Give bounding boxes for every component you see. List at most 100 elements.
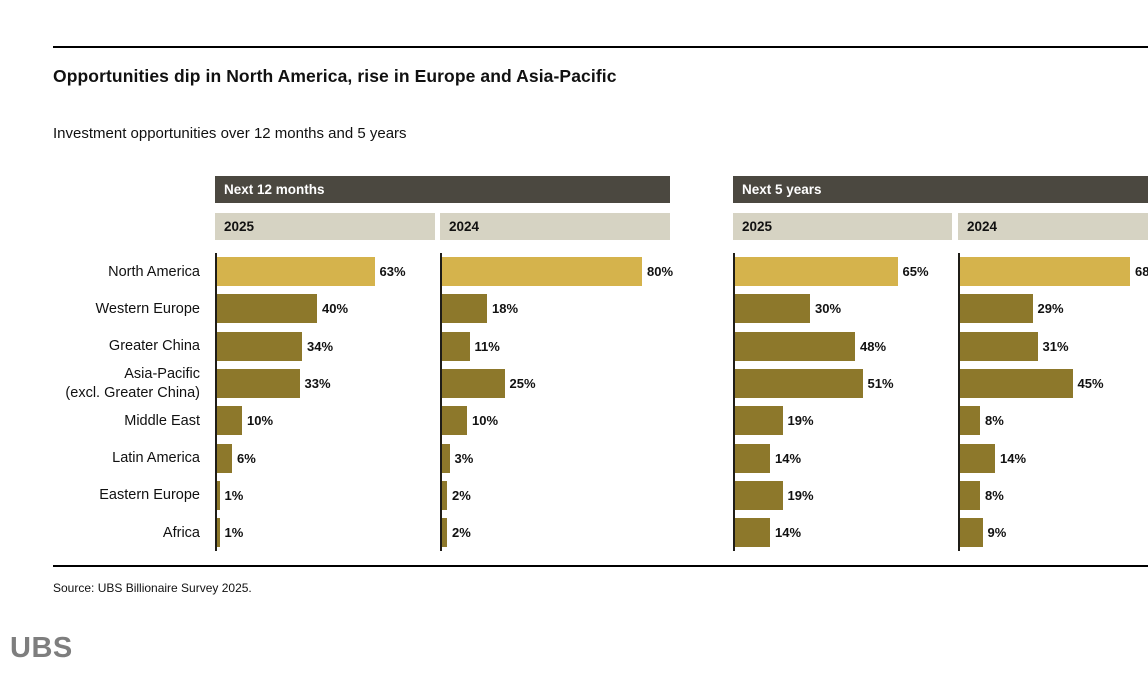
category-label: Asia-Pacific (excl. Greater China) [65,366,200,401]
bar-value-label: 1% [224,487,244,503]
bar [217,518,220,548]
chart-subtitle: Investment opportunities over 12 months … [53,125,407,142]
bar-value-label: 6% [237,450,256,466]
bar-value-label: 33% [304,376,331,392]
category-label: Eastern Europe [99,487,200,504]
bar [960,443,995,473]
category-label: Greater China [108,338,200,355]
bar [442,480,447,510]
bar [442,257,642,287]
bar [960,369,1073,399]
series-header-12m-2025: 2025 [215,213,435,240]
bar [442,294,487,324]
category-labels: North America Western Europe Greater China… [0,253,200,551]
source-note: Source: UBS Billionaire Survey 2025. [53,581,252,595]
bar-value-label: 40% [322,301,349,317]
bottom-rule [53,565,1148,567]
bar [960,257,1130,287]
bar-column-next-5-years-2025: 65% 30% 48% 51% 19% 14% 19% 14% [733,253,954,552]
series-header-5y-2025: 2025 [733,213,952,240]
bar-value-label: 45% [1077,376,1104,392]
bar-value-label: 25% [509,376,536,392]
bar [442,443,450,473]
bar [735,443,770,473]
bar-row: 30% [735,290,954,327]
bar [735,294,810,324]
bar [735,518,770,548]
bar [960,406,980,436]
series-header-12m-2024: 2024 [440,213,670,240]
bar-value-label: 14% [775,450,802,466]
bar-row: 8% [960,477,1148,514]
bar-row: 40% [217,290,437,327]
bar-value-label: 8% [985,413,1004,429]
bar-value-label: 3% [454,450,474,466]
bar-value-label: 14% [1000,450,1027,466]
bar-value-label: 18% [492,301,519,317]
bar-value-label: 63% [379,264,406,280]
bar [735,480,783,510]
bar-row: 34% [217,328,437,365]
bar-row: 45% [960,365,1148,402]
bar [442,331,470,361]
bar [217,294,317,324]
bar-row: 51% [735,365,954,402]
bar-row: 1% [217,477,437,514]
bar [442,406,467,436]
bar-value-label: 10% [472,413,499,429]
bar-row: 65% [735,253,954,290]
category-label: Western Europe [95,300,200,317]
bar [960,518,983,548]
bar-row: 10% [217,402,437,439]
bar-row: 33% [217,365,437,402]
bar-value-label: 10% [247,413,274,429]
bar-value-label: 9% [987,525,1007,541]
bar-row: 14% [735,514,954,551]
bar-value-label: 1% [224,525,244,541]
bar-row: 3% [442,439,672,476]
bar [217,406,242,436]
group-header-next-5-years: Next 5 years [733,176,1148,203]
bar-row: 19% [735,402,954,439]
bar [960,480,980,510]
bar-value-label: 65% [902,264,929,280]
bar [735,257,898,287]
bar [442,369,505,399]
bar-row: 2% [442,514,672,551]
bar [217,257,375,287]
bar-column-next-12-months-2024: 80% 18% 11% 25% 10% 3% 2% 2% [440,253,673,552]
bar-value-label: 8% [985,487,1004,503]
bar-row: 63% [217,253,437,290]
bar-value-label: 14% [775,525,802,541]
bar-row: 29% [960,290,1148,327]
bar-value-label: 30% [815,301,842,317]
bar-row: 48% [735,328,954,365]
bar-row: 14% [735,439,954,476]
bar-row: 11% [442,328,672,365]
bar-value-label: 2% [452,525,471,541]
bar-row: 31% [960,328,1148,365]
bar-row: 25% [442,365,672,402]
bar-value-label: 11% [474,338,500,354]
bar [217,369,300,399]
bar-row: 2% [442,477,672,514]
bar-value-label: 68% [1135,264,1148,280]
bar [217,480,220,510]
category-label: Africa [162,524,200,541]
category-label: North America [108,263,200,280]
series-header-5y-2024: 2024 [958,213,1148,240]
bar [735,406,783,436]
bar-row: 6% [217,439,437,476]
bar [735,369,863,399]
bar-row: 10% [442,402,672,439]
top-rule [53,46,1148,48]
bar-row: 18% [442,290,672,327]
bar-value-label: 29% [1037,301,1064,317]
category-label: Middle East [124,412,200,429]
bar-value-label: 19% [787,487,814,503]
bar-value-label: 31% [1042,338,1069,354]
bar-value-label: 34% [307,338,334,354]
bar-value-label: 19% [787,413,814,429]
bar [960,294,1033,324]
